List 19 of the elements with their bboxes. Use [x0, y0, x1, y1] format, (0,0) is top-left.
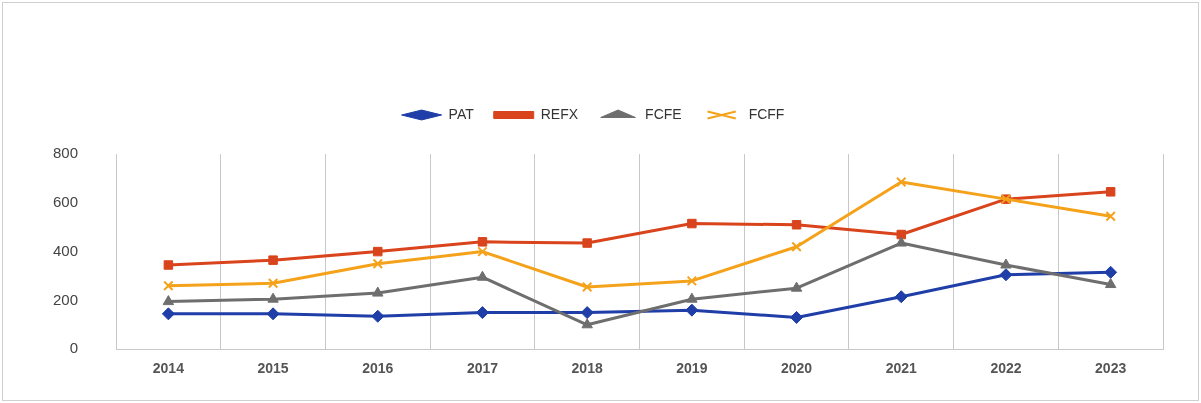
legend-label: REFX [540, 105, 579, 122]
x-tick-label: 2016 [362, 360, 394, 377]
y-tick-label: 800 [53, 144, 79, 162]
y-tick-label: 600 [53, 192, 79, 210]
x-tick-label: 2023 [1095, 360, 1127, 377]
x-tick-label: 2019 [676, 360, 708, 377]
x-tick-label: 2014 [152, 360, 185, 377]
y-tick-label: 0 [69, 339, 79, 357]
x-tick-label: 2022 [990, 360, 1022, 377]
x-tick-label: 2020 [780, 360, 813, 377]
x-tick-label: 2021 [885, 360, 918, 377]
x-tick-label: 2015 [257, 360, 289, 377]
y-tick-label: 200 [53, 290, 79, 308]
x-tick-label: 2018 [571, 360, 603, 377]
x-tick-label: 2017 [466, 360, 499, 377]
legend-label: FCFE [645, 105, 682, 122]
y-tick-label: 400 [53, 241, 79, 259]
legend-label: PAT [448, 105, 475, 122]
legend-label: FCFF [748, 105, 785, 122]
